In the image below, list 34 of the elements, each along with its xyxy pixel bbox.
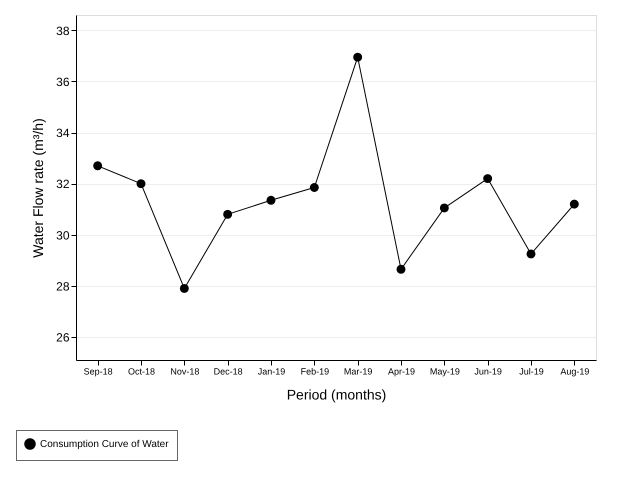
point: [180, 284, 189, 293]
x-tick-label: Dec-18: [214, 366, 243, 376]
point: [483, 174, 492, 184]
x-tick-label: Mar-19: [344, 366, 372, 376]
x-tick-label: Aug-19: [560, 366, 590, 376]
y-tick-label: 32: [56, 177, 70, 192]
point: [526, 249, 536, 258]
y-axis-title: Water Flow rate (m³/h): [30, 118, 46, 258]
x-tick-label: Jan-19: [258, 366, 286, 376]
y-tick-label: 30: [56, 228, 70, 242]
point: [136, 179, 146, 188]
x-tick-label: Jun-19: [474, 366, 502, 376]
point: [223, 210, 232, 219]
y-tick-label: 34: [56, 126, 70, 140]
x-tick-label: Jul-19: [519, 366, 544, 376]
x-tick-label: Nov-18: [170, 366, 200, 376]
point: [266, 196, 276, 205]
y-tick-label: 28: [56, 279, 70, 294]
point: [353, 52, 362, 62]
y-tick-label: 36: [56, 74, 70, 89]
x-tick-label: Sep-18: [84, 366, 113, 376]
legend-label: Consumption Curve of Water: [40, 439, 170, 450]
x-tick-label: Apr-19: [388, 366, 416, 376]
x-tick-label: May-19: [430, 366, 460, 376]
y-tick-label: 26: [56, 330, 70, 344]
point: [310, 183, 319, 192]
point: [396, 264, 406, 274]
x-tick-label: Oct-18: [128, 366, 156, 376]
x-tick-label: Feb-19: [300, 366, 330, 376]
x-axis-title: Period (months): [286, 386, 386, 402]
y-tick-label: 38: [56, 24, 70, 38]
point: [570, 200, 579, 209]
point: [93, 161, 102, 170]
point: [440, 203, 449, 212]
